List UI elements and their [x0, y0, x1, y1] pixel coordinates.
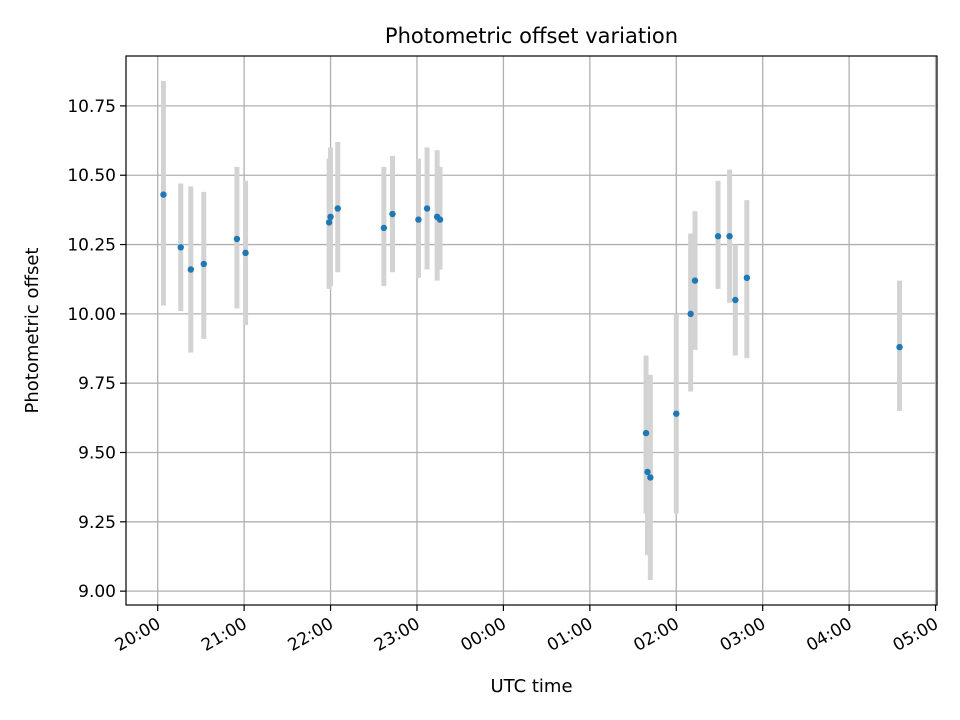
data-point	[233, 235, 241, 243]
data-point	[160, 191, 167, 198]
data-point	[726, 233, 733, 240]
data-point	[242, 249, 249, 257]
data-point	[732, 296, 739, 304]
data-point	[687, 310, 694, 318]
grid	[126, 56, 937, 605]
y-tick-label: 9.75	[78, 374, 116, 394]
data-point	[200, 260, 207, 268]
data-point	[691, 277, 699, 284]
y-axis-label: Photometric offset	[22, 248, 43, 414]
y-tick-label: 10.25	[67, 236, 116, 256]
data-point	[743, 274, 751, 282]
data-point	[415, 216, 422, 223]
data-point	[325, 219, 333, 226]
data-point	[327, 213, 334, 221]
data-points	[160, 191, 903, 481]
y-tick-label: 10.75	[67, 97, 116, 117]
data-point	[187, 266, 195, 273]
data-point	[644, 468, 651, 476]
data-point	[642, 429, 650, 437]
data-point	[436, 216, 444, 223]
data-point	[334, 205, 341, 212]
data-point	[714, 233, 722, 240]
y-tick-label: 9.25	[78, 513, 116, 533]
data-point	[647, 474, 654, 481]
y-tick-label: 9.00	[78, 582, 116, 602]
y-tick-label: 10.50	[67, 166, 116, 186]
data-point	[380, 224, 388, 232]
plot-frame	[125, 55, 938, 606]
data-point	[389, 210, 396, 218]
y-tick-label: 9.50	[78, 444, 116, 464]
data-point	[896, 343, 903, 351]
data-point	[423, 205, 431, 212]
y-tick-label: 10.00	[67, 305, 116, 325]
y-axis-ticks: 9.00 9.25 9.50 9.75 10.00 10.25 10.50 10.75	[67, 97, 126, 602]
x-axis-label: UTC time	[490, 676, 572, 697]
chart-title: Photometric offset variation	[385, 24, 678, 48]
data-point	[177, 244, 184, 251]
data-point	[673, 410, 680, 417]
